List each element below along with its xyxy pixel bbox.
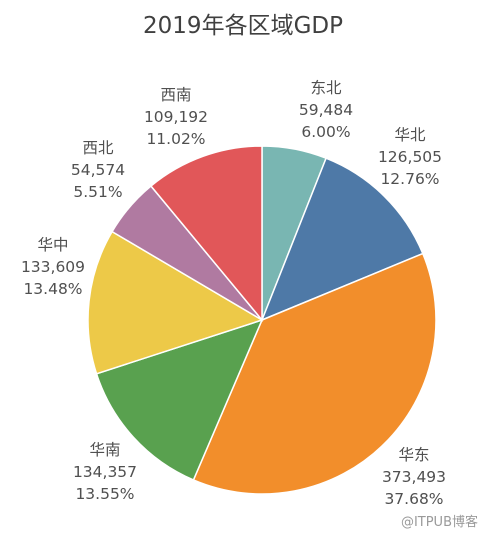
slice-label-name: 西北 <box>82 139 114 157</box>
slice-label-value: 59,484 <box>299 101 353 119</box>
slice-label-percent: 12.76% <box>380 170 439 188</box>
pie-slice <box>260 157 424 322</box>
slice-label: 华北 126,505 12.76% <box>378 126 442 188</box>
slice-label-name: 华东 <box>398 446 429 464</box>
slice-label-name: 华北 <box>394 126 426 144</box>
pie-slice <box>192 252 437 495</box>
pie-slice <box>87 230 264 375</box>
slice-label-value: 54,574 <box>71 161 125 179</box>
slice-label: 华东 373,493 37.68% <box>382 446 446 508</box>
slice-label: 西南 109,192 11.02% <box>144 86 208 148</box>
slice-label-percent: 13.55% <box>75 485 134 503</box>
slice-labels: 东北 59,484 6.00% 华北 126,505 12.76% 华东 373,493 37.… <box>21 79 446 508</box>
slice-label-percent: 13.48% <box>23 280 82 298</box>
slice-label-percent: 6.00% <box>301 123 350 141</box>
watermark: @ITPUB博客 <box>401 514 478 530</box>
slice-label: 华中 133,609 13.48% <box>21 236 85 298</box>
slice-label-name: 东北 <box>310 79 342 97</box>
slice-label-name: 华南 <box>89 441 120 459</box>
slice-label-value: 133,609 <box>21 258 85 276</box>
slice-label-percent: 5.51% <box>73 183 122 201</box>
pie-slices <box>87 145 437 495</box>
slice-label: 西北 54,574 5.51% <box>71 139 125 201</box>
slice-label-value: 373,493 <box>382 468 446 486</box>
chart-title: 2019年各区域GDP <box>143 13 343 39</box>
pie-slice <box>95 318 264 481</box>
slice-label: 东北 59,484 6.00% <box>299 79 353 141</box>
slice-label-percent: 37.68% <box>384 490 443 508</box>
pie-slice <box>149 145 263 323</box>
slice-label-value: 109,192 <box>144 108 208 126</box>
slice-label-percent: 11.02% <box>146 130 205 148</box>
slice-label-value: 126,505 <box>378 148 442 166</box>
slice-label: 华南 134,357 13.55% <box>73 441 137 503</box>
slice-label-name: 西南 <box>160 86 191 104</box>
slice-label-value: 134,357 <box>73 463 137 481</box>
slice-label-name: 华中 <box>37 236 68 254</box>
